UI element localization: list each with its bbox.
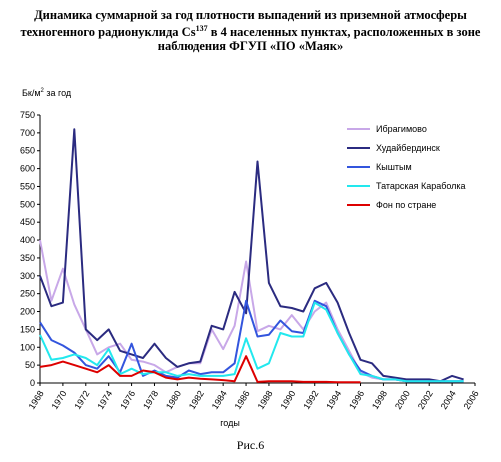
figure-caption: Рис.6 [236, 438, 265, 452]
series-line-1 [39, 239, 464, 383]
axes [39, 115, 475, 384]
x-tick-label: 1998 [370, 389, 389, 411]
y-axis-label-sup: 2 [41, 88, 45, 94]
title-line-3: наблюдения ФГУП «ПО «Маяк» [157, 39, 344, 54]
x-tick-label: 1976 [118, 389, 137, 411]
y-tick-label: 550 [20, 181, 35, 191]
legend-label: Худайбердинск [376, 143, 440, 153]
series-line-2 [39, 128, 464, 383]
x-tick-label: 1996 [347, 389, 366, 411]
legend-label: Татарская Караболка [376, 181, 466, 191]
y-axis-label-tail: за год [44, 88, 72, 98]
y-tick-label: 650 [20, 146, 35, 156]
y-axis-label: Бк/м2 за год [22, 88, 72, 98]
x-tick-label: 1990 [278, 389, 297, 411]
x-tick-label: 1986 [233, 389, 252, 411]
title-line-2-sup: 137 [195, 24, 208, 33]
title-line-2-pre: техногенного радионуклида Cs [20, 25, 196, 40]
y-tick-label: 100 [20, 342, 35, 352]
y-ticks: 0 50 100 150 200 250 300 350 400 450 500 550 600 650 7… [20, 110, 40, 388]
x-ticks: 1968 1970 1972 1974 1976 1978 1980 1982 1984 1986… [27, 383, 481, 411]
series-line-5 [39, 355, 361, 384]
x-tick-label: 1968 [27, 389, 46, 411]
svg-text:Бк/м2 за год: Бк/м2 за год [22, 88, 72, 98]
x-tick-label: 1994 [324, 389, 343, 411]
x-tick-label: 2004 [439, 389, 458, 411]
y-tick-label: 600 [20, 164, 35, 174]
x-tick-label: 1970 [49, 389, 68, 411]
y-tick-label: 200 [20, 307, 35, 317]
x-axis-label: годы [220, 418, 240, 428]
y-tick-label: 350 [20, 253, 35, 263]
legend-label: Фон по стране [376, 200, 436, 210]
y-tick-label: 50 [25, 360, 35, 370]
y-tick-label: 750 [20, 110, 35, 120]
x-tick-label: 1980 [164, 389, 183, 411]
series-lines [39, 128, 464, 384]
y-tick-label: 150 [20, 324, 35, 334]
x-tick-label: 1984 [210, 389, 229, 411]
y-tick-label: 500 [20, 199, 35, 209]
x-tick-label: 1992 [301, 389, 320, 411]
x-tick-label: 2006 [462, 389, 481, 411]
x-tick-label: 2002 [416, 389, 435, 411]
y-tick-label: 0 [30, 378, 35, 388]
y-tick-label: 250 [20, 289, 35, 299]
y-axis-label-text: Бк/м [22, 88, 41, 98]
title-line-2: техногенного радионуклида Cs137 в 4 насе… [0, 22, 501, 39]
title-line-1: Динамика суммарной за год плотности выпа… [34, 8, 467, 22]
x-tick-label: 1982 [187, 389, 206, 411]
y-tick-label: 300 [20, 271, 35, 281]
x-tick-label: 1974 [95, 389, 114, 411]
x-tick-label: 1978 [141, 389, 160, 411]
legend-label: Кыштым [376, 162, 412, 172]
legend-label: Ибрагимово [376, 124, 427, 134]
x-tick-label: 1988 [256, 389, 275, 411]
y-tick-label: 400 [20, 235, 35, 245]
chart-title: Динамика суммарной за год плотности выпа… [0, 8, 501, 53]
series-line-4 [39, 301, 464, 383]
title-line-2-post: в 4 населенных пунктах, расположенных в … [207, 25, 481, 40]
x-tick-label: 1972 [72, 389, 91, 411]
y-tick-label: 700 [20, 128, 35, 138]
x-tick-label: 2000 [393, 389, 412, 411]
y-tick-label: 450 [20, 217, 35, 227]
legend: Ибрагимово Худайбердинск Кыштым Татарская К… [347, 124, 466, 210]
